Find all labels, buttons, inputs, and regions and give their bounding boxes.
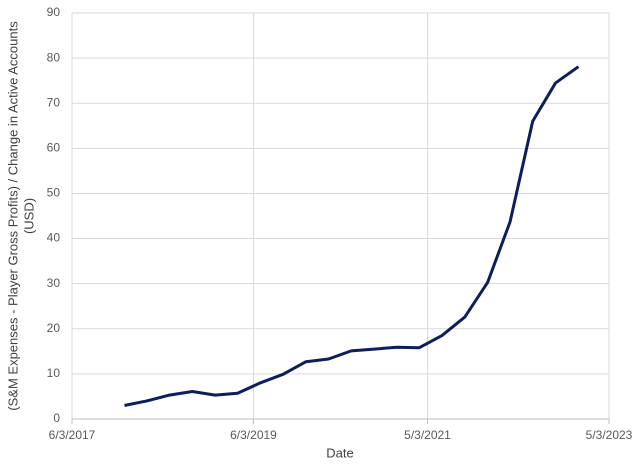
y-tick-label: 20 (47, 321, 61, 335)
data-line (124, 65, 580, 407)
y-tick-label: 40 (47, 231, 61, 245)
y-tick-label: 60 (47, 141, 61, 155)
y-axis-label-line: (S&M Expenses - Player Gross Profits) / … (5, 21, 20, 411)
y-tick-label: 0 (53, 411, 60, 425)
x-axis-label: Date (326, 445, 353, 460)
y-axis-label-line: (USD) (21, 198, 36, 234)
y-tick-label: 30 (47, 276, 61, 290)
y-tick-label: 80 (47, 50, 61, 64)
y-tick-label: 70 (47, 95, 61, 109)
x-tick-label: 6/3/2019 (230, 428, 277, 442)
y-axis-label: (S&M Expenses - Player Gross Profits) / … (5, 21, 36, 411)
x-tick-label: 5/3/2021 (404, 428, 451, 442)
y-tick-label: 10 (47, 366, 61, 380)
y-tick-label: 90 (47, 5, 61, 19)
y-tick-label: 50 (47, 186, 61, 200)
x-tick-label: 5/3/2023 (586, 428, 633, 442)
x-tick-label: 6/3/2017 (49, 428, 96, 442)
